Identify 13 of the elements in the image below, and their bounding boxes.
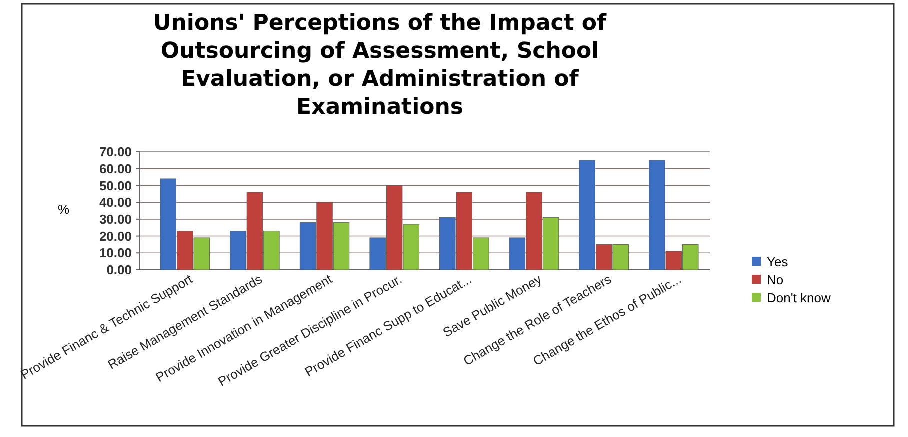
legend-label: Yes xyxy=(767,254,789,270)
y-tick-label: 70.00 xyxy=(99,144,132,160)
y-axis-title: % xyxy=(58,202,70,217)
y-tick-label: 20.00 xyxy=(99,228,132,244)
y-tick-label: 60.00 xyxy=(99,161,132,176)
y-tick-label: 0.00 xyxy=(106,262,132,278)
y-tick-label: 10.00 xyxy=(99,246,132,261)
chart-title: Unions' Perceptions of the Impact of Outsourcing of Assessment, School Evaluation, or Administration of Examinations xyxy=(153,11,608,120)
y-tick-label: 50.00 xyxy=(99,178,132,194)
y-tick-label: 30.00 xyxy=(99,212,132,227)
legend-label: Don't know xyxy=(767,290,832,306)
y-tick-label: 40.00 xyxy=(99,195,132,210)
legend-label: No xyxy=(767,272,784,288)
